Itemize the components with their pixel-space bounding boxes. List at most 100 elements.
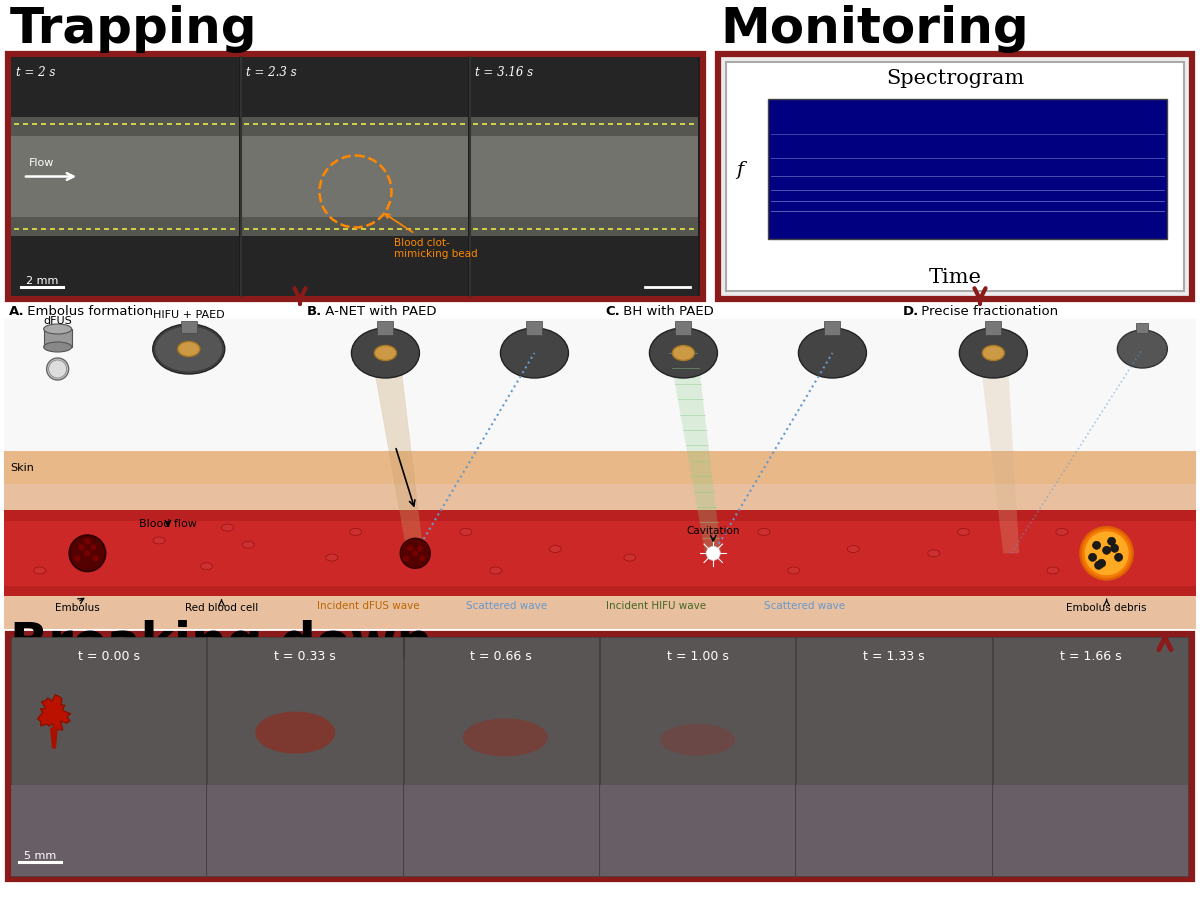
Ellipse shape (758, 528, 770, 536)
Text: Scattered wave: Scattered wave (466, 600, 547, 610)
Circle shape (70, 536, 106, 572)
Ellipse shape (256, 712, 335, 754)
FancyBboxPatch shape (403, 637, 599, 876)
Text: Spectrogram: Spectrogram (886, 70, 1024, 88)
FancyBboxPatch shape (600, 786, 796, 876)
Text: Trapping: Trapping (10, 5, 258, 53)
Polygon shape (979, 354, 1019, 553)
FancyBboxPatch shape (4, 521, 302, 586)
FancyBboxPatch shape (302, 521, 600, 586)
FancyBboxPatch shape (600, 521, 898, 586)
Text: A-NET with PAED: A-NET with PAED (322, 305, 437, 318)
Text: t = 1.00 s: t = 1.00 s (667, 650, 728, 663)
Ellipse shape (47, 358, 68, 380)
Ellipse shape (352, 329, 420, 379)
FancyBboxPatch shape (898, 521, 1196, 586)
Ellipse shape (500, 329, 569, 379)
Text: A.: A. (10, 305, 25, 318)
Text: t = 0.33 s: t = 0.33 s (274, 650, 336, 663)
Ellipse shape (1056, 528, 1068, 536)
Text: D.: D. (904, 305, 919, 318)
Text: Precise fractionation: Precise fractionation (918, 305, 1058, 318)
Ellipse shape (152, 538, 164, 544)
FancyBboxPatch shape (208, 637, 403, 876)
FancyBboxPatch shape (302, 596, 600, 630)
FancyBboxPatch shape (8, 55, 703, 300)
FancyBboxPatch shape (4, 320, 302, 451)
Circle shape (84, 539, 90, 545)
Ellipse shape (460, 528, 472, 536)
Ellipse shape (787, 567, 799, 574)
FancyBboxPatch shape (11, 637, 206, 876)
Circle shape (74, 556, 80, 562)
Circle shape (407, 546, 413, 551)
Text: Scattered wave: Scattered wave (764, 600, 845, 610)
Circle shape (418, 546, 424, 551)
FancyBboxPatch shape (726, 62, 1184, 291)
Polygon shape (372, 354, 424, 553)
FancyBboxPatch shape (898, 511, 1196, 596)
FancyBboxPatch shape (4, 511, 302, 596)
Circle shape (1085, 532, 1128, 575)
Ellipse shape (152, 324, 224, 375)
FancyBboxPatch shape (4, 484, 302, 511)
FancyBboxPatch shape (8, 634, 1192, 879)
Text: 5 mm: 5 mm (24, 850, 56, 860)
Circle shape (1098, 560, 1105, 568)
Text: HIFU + PAED: HIFU + PAED (152, 310, 224, 320)
Text: Incident dFUS wave: Incident dFUS wave (317, 600, 420, 610)
FancyBboxPatch shape (797, 786, 991, 876)
Ellipse shape (928, 550, 940, 557)
FancyBboxPatch shape (797, 637, 991, 876)
Text: Blood flow: Blood flow (139, 519, 197, 528)
FancyBboxPatch shape (768, 100, 1166, 240)
Bar (181, 322, 197, 334)
Ellipse shape (490, 567, 502, 574)
Circle shape (1111, 545, 1118, 552)
Circle shape (1103, 547, 1111, 555)
Ellipse shape (155, 326, 223, 372)
FancyBboxPatch shape (302, 451, 600, 484)
Circle shape (1080, 528, 1133, 580)
Circle shape (92, 556, 98, 562)
Bar (1136, 323, 1148, 334)
Ellipse shape (49, 360, 67, 379)
Ellipse shape (1046, 567, 1058, 574)
Ellipse shape (374, 346, 396, 361)
Ellipse shape (178, 342, 199, 357)
Text: t = 0.00 s: t = 0.00 s (78, 650, 139, 663)
Circle shape (1088, 553, 1097, 562)
Text: 2 mm: 2 mm (26, 276, 58, 286)
Ellipse shape (326, 554, 338, 562)
Ellipse shape (847, 546, 859, 553)
FancyBboxPatch shape (241, 118, 468, 237)
FancyBboxPatch shape (302, 484, 600, 511)
FancyBboxPatch shape (600, 637, 796, 876)
Circle shape (90, 545, 96, 550)
Bar (676, 322, 691, 335)
Text: Incident HIFU wave: Incident HIFU wave (606, 600, 706, 610)
Circle shape (403, 556, 409, 562)
FancyBboxPatch shape (600, 596, 898, 630)
Text: Cavitation: Cavitation (686, 526, 740, 536)
Text: Breaking down: Breaking down (10, 619, 432, 667)
Ellipse shape (34, 567, 46, 574)
Ellipse shape (672, 346, 695, 361)
FancyBboxPatch shape (470, 58, 698, 297)
FancyBboxPatch shape (11, 118, 239, 237)
Text: t = 1.66 s: t = 1.66 s (1060, 650, 1121, 663)
FancyBboxPatch shape (403, 786, 599, 876)
Ellipse shape (242, 541, 254, 549)
Ellipse shape (550, 546, 562, 553)
Text: Skin: Skin (10, 463, 34, 473)
FancyBboxPatch shape (600, 484, 898, 511)
Text: t = 3.16 s: t = 3.16 s (475, 66, 534, 79)
Ellipse shape (798, 329, 866, 379)
Text: C.: C. (605, 305, 619, 318)
Circle shape (413, 550, 419, 557)
Text: Time: Time (929, 268, 982, 287)
Circle shape (1115, 553, 1123, 562)
Polygon shape (50, 728, 58, 749)
Text: Embolus formation: Embolus formation (24, 305, 154, 318)
Bar (824, 322, 840, 335)
